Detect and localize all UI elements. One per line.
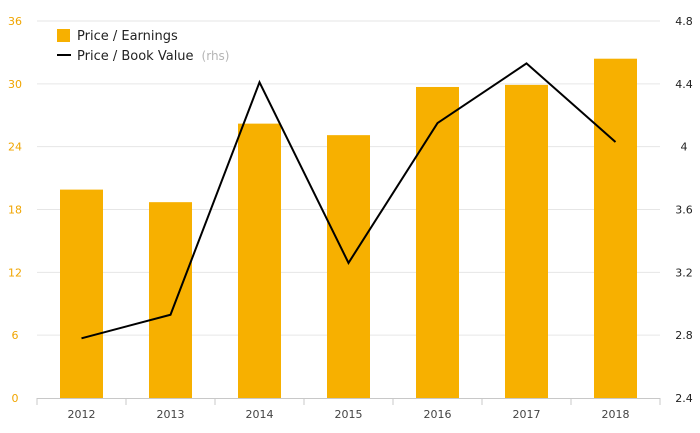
- legend: Price / Earnings Price / Book Value (rhs…: [57, 29, 230, 64]
- legend-swatch-price-earnings: [57, 29, 70, 42]
- y-left-tick-label: 12: [8, 266, 22, 279]
- y-left-tick-label: 0: [12, 392, 19, 405]
- bar-2016: [416, 86, 459, 398]
- y-right-tick-label: 4: [681, 141, 688, 154]
- bar-2018: [594, 58, 637, 398]
- y-right-tick-label: 3.2: [675, 266, 693, 279]
- x-tick-label: 2018: [602, 408, 630, 421]
- bar-2014: [238, 123, 281, 398]
- line-series: [81, 62, 617, 340]
- y-right-tick-label: 3.6: [675, 204, 693, 217]
- x-axis: [36, 398, 661, 405]
- x-tick-label: 2017: [513, 408, 541, 421]
- y-left-tick-label: 30: [8, 78, 22, 91]
- x-tick-label: 2016: [424, 408, 452, 421]
- x-tick-label: 2014: [246, 408, 274, 421]
- legend-label-price-earnings: Price / Earnings: [77, 29, 178, 44]
- y-right-tick-label: 2.8: [675, 329, 693, 342]
- x-tick-label: 2015: [335, 408, 363, 421]
- y-right-ticks: 2.4 2.8 3.2 3.6 4 4.4 4.8: [675, 15, 693, 405]
- bars: [60, 58, 637, 398]
- legend-label-price-book-suffix: (rhs): [202, 49, 230, 63]
- legend-label-price-book-name: Price / Book Value: [77, 49, 194, 64]
- bar-2013: [149, 202, 192, 398]
- bar-2017: [505, 84, 548, 398]
- y-right-tick-label: 4.4: [675, 78, 693, 91]
- legend-label-price-book: Price / Book Value (rhs): [77, 47, 230, 64]
- y-left-tick-label: 18: [8, 204, 22, 217]
- y-left-ticks: 0 6 12 18 24 30 36: [8, 15, 22, 405]
- x-tick-label: 2013: [157, 408, 185, 421]
- y-right-tick-label: 4.8: [675, 15, 693, 28]
- bar-2012: [60, 189, 103, 398]
- x-tick-label: 2012: [68, 408, 96, 421]
- y-left-tick-label: 24: [8, 141, 22, 154]
- y-left-tick-label: 6: [12, 329, 19, 342]
- y-right-tick-label: 2.4: [675, 392, 693, 405]
- bar-2015: [327, 135, 370, 398]
- x-ticks: 2012 2013 2014 2015 2016 2017 2018: [68, 408, 630, 421]
- y-left-tick-label: 36: [8, 15, 22, 28]
